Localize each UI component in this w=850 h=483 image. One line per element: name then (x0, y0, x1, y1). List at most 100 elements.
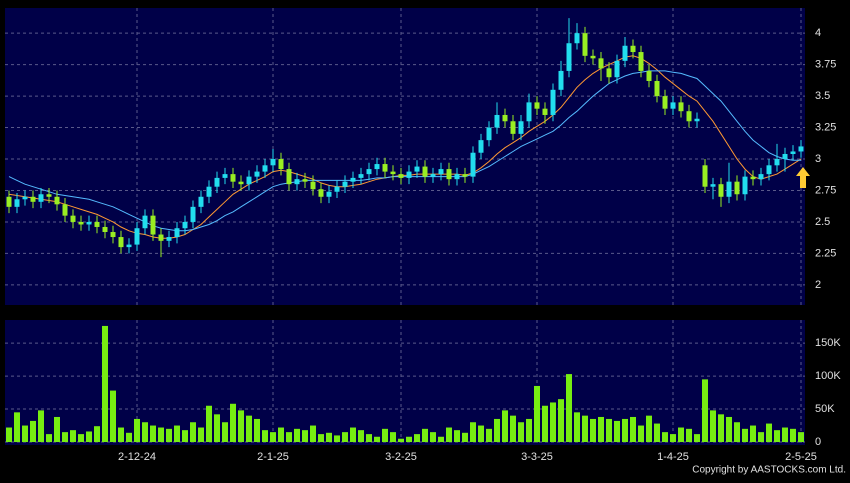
volume-bar (718, 414, 724, 443)
volume-bar (326, 432, 332, 443)
volume-bar (342, 432, 348, 443)
candle-body (54, 196, 60, 205)
candle-body (622, 45, 628, 61)
candle-body (750, 176, 756, 180)
volume-bar (686, 428, 692, 443)
candle-body (166, 237, 172, 241)
candle-body (422, 166, 428, 177)
candle-body (470, 152, 476, 177)
volume-bar (678, 427, 684, 443)
candle-body (510, 121, 516, 134)
candle-body (734, 181, 740, 195)
candle-body (342, 181, 348, 187)
candle-body (174, 228, 180, 238)
volume-bar (118, 427, 124, 443)
volume-bar (750, 425, 756, 443)
volume-bar (742, 428, 748, 443)
candle-body (390, 171, 396, 175)
candle-body (294, 179, 300, 185)
volume-bar (702, 379, 708, 443)
candle-body (30, 196, 36, 202)
volume-bar (262, 430, 268, 443)
volume-bar (758, 432, 764, 443)
candle-body (94, 221, 100, 227)
x-tick-label: 2-12-24 (118, 451, 156, 463)
candle-body (502, 114, 508, 122)
candle-body (710, 184, 716, 187)
volume-bar (422, 428, 428, 443)
candle-body (446, 169, 452, 180)
volume-bar (126, 432, 132, 443)
candle-body (6, 196, 12, 207)
volume-bar (542, 405, 548, 443)
candle-body (670, 102, 676, 109)
candle-body (230, 174, 236, 182)
volume-bar (566, 374, 572, 443)
candle-body (118, 237, 124, 248)
volume-bar (238, 410, 244, 443)
y-tick-label: 150K (815, 337, 841, 349)
candle-body (630, 45, 636, 53)
volume-bar (358, 430, 364, 443)
volume-bar (390, 432, 396, 443)
volume-bar (70, 430, 76, 443)
y-tick-label: 3.5 (815, 90, 830, 102)
volume-bar (622, 418, 628, 443)
candle-body (198, 196, 204, 207)
volume-bar (446, 427, 452, 443)
volume-bar (550, 402, 556, 443)
candle-body (550, 89, 556, 115)
candle-body (486, 127, 492, 141)
volume-bar (502, 410, 508, 443)
volume-bar (6, 427, 12, 443)
candle-body (774, 159, 780, 166)
volume-bar (590, 418, 596, 443)
candle-body (70, 215, 76, 222)
volume-bar (790, 428, 796, 443)
candle-body (478, 140, 484, 153)
candle-body (334, 186, 340, 192)
volume-bar (62, 432, 68, 443)
volume-bar (158, 427, 164, 443)
volume-bar (478, 425, 484, 443)
candle-body (574, 33, 580, 44)
candle-body (126, 244, 132, 248)
volume-bar (302, 430, 308, 443)
volume-bar (406, 436, 412, 443)
candle-body (398, 174, 404, 178)
volume-bar (366, 434, 372, 443)
candle-body (494, 114, 500, 128)
y-tick-label: 2.5 (815, 216, 830, 228)
volume-bar (534, 385, 540, 443)
y-tick-label: 3 (815, 153, 821, 165)
x-tick-label: 3-3-25 (521, 451, 553, 463)
candle-body (526, 102, 532, 122)
volume-bar (270, 432, 276, 443)
candle-body (758, 174, 764, 180)
volume-bar (174, 425, 180, 443)
candle-body (62, 204, 68, 216)
volume-bar (334, 435, 340, 443)
volume-bar (222, 422, 228, 443)
volume-bar (726, 416, 732, 443)
candle-body (582, 33, 588, 56)
y-tick-label: 2 (815, 279, 821, 291)
candle-body (598, 58, 604, 69)
candle-body (542, 108, 548, 115)
candle-body (358, 174, 364, 178)
volume-bar (598, 416, 604, 443)
volume-bar (54, 416, 60, 443)
volume-bar (510, 415, 516, 443)
candle-body (438, 169, 444, 175)
volume-bar (374, 436, 380, 443)
y-tick-label: 3.25 (815, 121, 836, 133)
volume-bar (398, 438, 404, 443)
volume-bar (278, 427, 284, 443)
volume-bar (662, 432, 668, 443)
volume-bar (582, 415, 588, 443)
volume-bar (782, 427, 788, 443)
candle-body (558, 70, 564, 90)
volume-bar (694, 434, 700, 443)
candle-body (246, 176, 252, 185)
volume-bar (414, 434, 420, 443)
